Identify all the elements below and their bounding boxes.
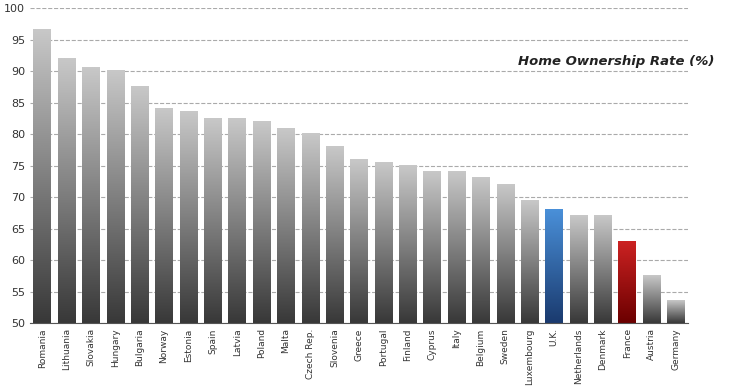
Text: Home Ownership Rate (%): Home Ownership Rate (%) bbox=[517, 55, 714, 68]
